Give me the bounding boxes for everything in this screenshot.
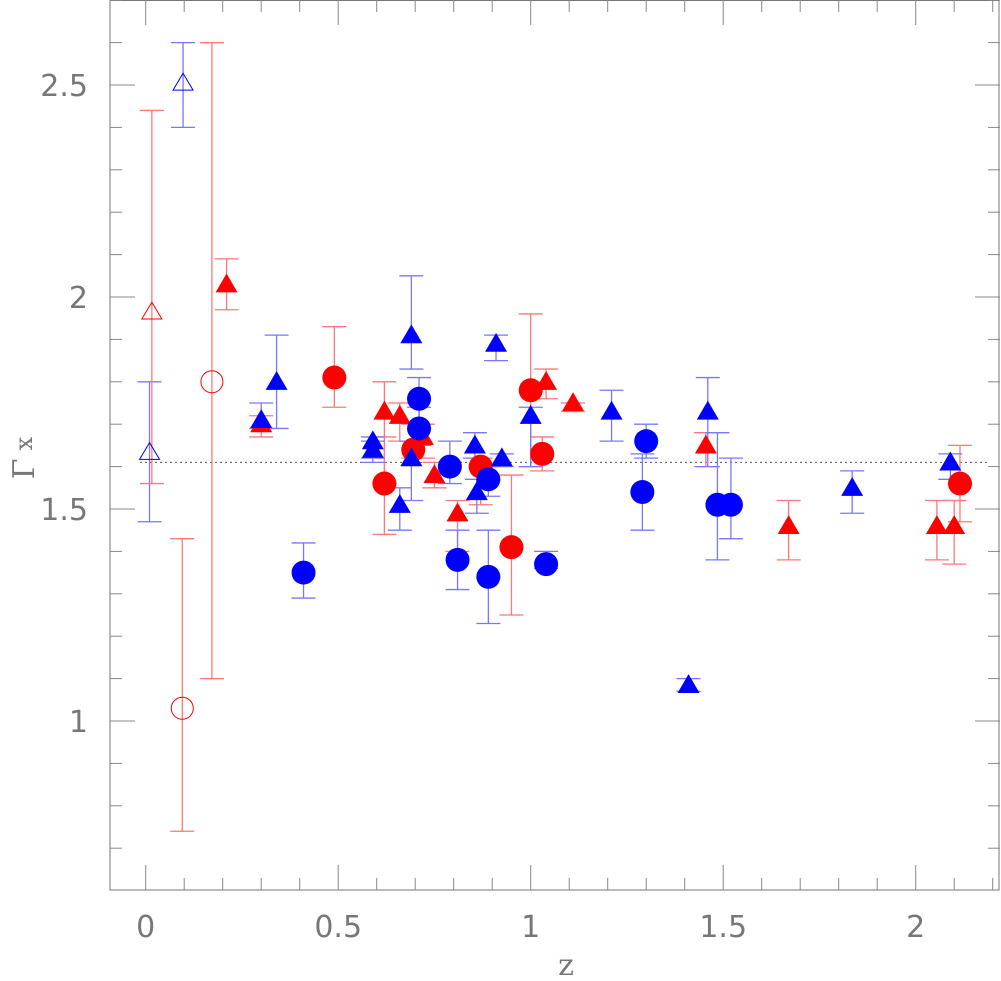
blue-filled-circle-point <box>437 454 462 479</box>
blue-filled-circle-point <box>407 386 432 411</box>
red-filled-triangle-point <box>562 392 585 412</box>
blue-filled-circle-point <box>445 547 470 572</box>
red-filled-triangle-point <box>423 464 446 484</box>
data-points <box>138 72 972 720</box>
red-filled-triangle-point <box>694 434 717 454</box>
red-open-triangle-point <box>140 301 163 320</box>
axis-ticks <box>110 0 1000 890</box>
red-filled-triangle-point <box>777 515 800 535</box>
y-tick-label: 1.5 <box>40 493 88 528</box>
red-filled-triangle-point <box>373 400 396 420</box>
red-filled-triangle-point <box>943 515 966 535</box>
blue-filled-triangle-point <box>265 371 288 390</box>
x-tick-label: 1 <box>521 910 540 945</box>
tick-labels: 0 0.5 1 1.5 2 1 1.5 2 2.5 <box>40 69 925 945</box>
blue-open-triangle-point <box>138 441 161 460</box>
y-axis-label: Γx <box>7 436 42 479</box>
red-filled-circle-point <box>372 471 397 496</box>
blue-filled-triangle-point <box>400 324 423 344</box>
blue-filled-circle-point <box>718 492 743 517</box>
blue-filled-triangle-point <box>361 438 384 458</box>
blue-filled-triangle-point <box>490 447 513 467</box>
blue-filled-triangle-point <box>388 493 411 513</box>
plot-frame <box>109 0 1000 891</box>
x-tick-label: 0 <box>136 910 155 945</box>
red-filled-triangle-point <box>215 273 238 293</box>
blue-filled-circle-point <box>407 416 432 441</box>
red-filled-circle-point <box>518 378 543 403</box>
blue-filled-circle-point <box>476 564 501 589</box>
red-filled-circle-point <box>322 365 347 390</box>
red-filled-triangle-point <box>388 404 411 424</box>
blue-filled-triangle-point <box>939 451 962 471</box>
red-filled-triangle-point <box>446 502 469 522</box>
red-filled-circle-point <box>947 471 972 496</box>
blue-filled-circle-point <box>634 429 659 454</box>
red-open-circle-point <box>200 370 224 394</box>
y-axis-label-main: Γ <box>7 458 42 479</box>
blue-filled-triangle-point <box>400 447 423 467</box>
blue-open-triangle-point <box>172 72 194 91</box>
y-tick-label: 2 <box>69 281 88 316</box>
x-tick-label: 1.5 <box>699 910 747 945</box>
blue-filled-circle-point <box>630 480 655 505</box>
blue-filled-triangle-point <box>841 477 864 496</box>
blue-filled-triangle-point <box>696 400 719 420</box>
blue-filled-triangle-point <box>600 400 623 420</box>
blue-filled-circle-point <box>534 552 559 577</box>
blue-filled-triangle-point <box>463 434 486 454</box>
x-axis-label: z <box>558 948 574 977</box>
blue-filled-triangle-point <box>465 481 488 501</box>
y-tick-label: 2.5 <box>40 69 88 104</box>
red-filled-circle-point <box>530 441 555 466</box>
blue-filled-circle-point <box>476 467 501 492</box>
x-tick-label: 2 <box>906 910 925 945</box>
y-tick-label: 1 <box>69 705 88 740</box>
y-axis-label-subscript: x <box>10 436 38 450</box>
blue-filled-triangle-point <box>519 404 542 424</box>
red-filled-circle-point <box>499 535 524 560</box>
red-filled-triangle-point <box>925 515 948 535</box>
plot-border <box>109 0 1000 891</box>
blue-filled-triangle-point <box>250 409 273 429</box>
red-open-circle-point <box>170 696 194 720</box>
blue-filled-triangle-point <box>677 674 700 694</box>
error-bars <box>137 41 972 832</box>
x-tick-label: 0.5 <box>314 910 362 945</box>
blue-filled-circle-point <box>291 560 316 585</box>
blue-filled-triangle-point <box>485 332 508 352</box>
